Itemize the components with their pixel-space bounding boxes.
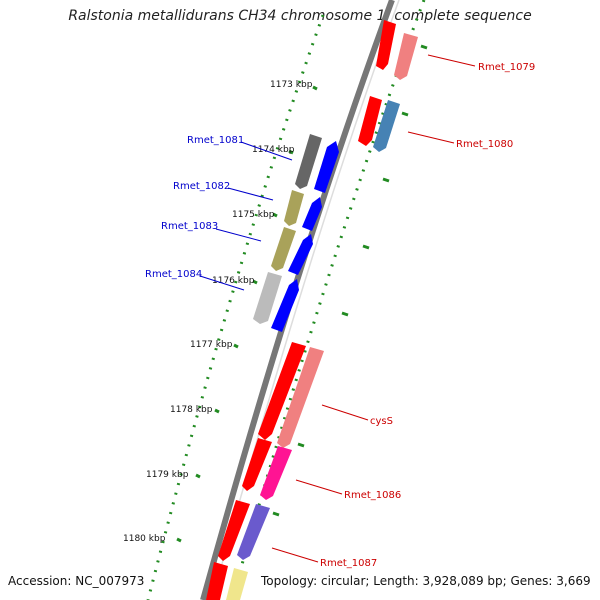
gene-blocks-right bbox=[226, 33, 418, 600]
kbp-label: 1173 kbp bbox=[270, 80, 313, 90]
chromosome-backbone bbox=[200, 0, 395, 600]
right-leaders bbox=[271, 54, 476, 563]
kbp-tick bbox=[195, 473, 201, 479]
gene-block-rmet-1087 bbox=[237, 504, 270, 560]
gene-label-rmet-1081: Rmet_1081 bbox=[187, 135, 244, 146]
strand-arrow-blue bbox=[314, 141, 339, 193]
kbp-tick bbox=[288, 149, 294, 155]
gene-block-red bbox=[358, 96, 382, 146]
kbp-tick bbox=[312, 85, 318, 91]
kbp-label: 1180 kbp bbox=[123, 534, 166, 544]
gene-label-rmet-1086: Rmet_1086 bbox=[344, 490, 401, 501]
left-leaders bbox=[199, 141, 293, 291]
gene-block-red bbox=[258, 342, 306, 440]
accession-label: Accession: NC_007973 bbox=[8, 574, 145, 588]
genome-summary: Topology: circular; Length: 3,928,089 bp… bbox=[261, 574, 591, 588]
gene-block-red bbox=[242, 438, 272, 491]
gene-block-rmet-1086 bbox=[260, 446, 292, 500]
strand-arrow-blue bbox=[302, 197, 322, 231]
gene-label-rmet-1084: Rmet_1084 bbox=[145, 269, 202, 280]
gene-label-rmet-1079: Rmet_1079 bbox=[478, 62, 535, 73]
gene-block-rmet-1081 bbox=[295, 134, 322, 189]
gene-block-rmet-1080 bbox=[373, 100, 400, 152]
gene-block-red bbox=[376, 20, 396, 70]
gene-block-cyss bbox=[277, 347, 324, 448]
outer-tick-track bbox=[230, 0, 426, 600]
kbp-label: 1174 kbp bbox=[252, 145, 295, 155]
gene-label-rmet-1087: Rmet_1087 bbox=[320, 558, 377, 569]
gene-block-red bbox=[218, 500, 250, 561]
gene-block-yellow bbox=[226, 568, 248, 600]
kbp-tick bbox=[233, 343, 239, 349]
strand-arrow-blue bbox=[271, 279, 299, 332]
kbp-scale: 1173 kbp 1174 kbp 1175 kbp 1176 kbp 1177… bbox=[123, 80, 318, 544]
gene-block-rmet-1079 bbox=[394, 33, 418, 80]
gene-block-rmet-1082 bbox=[284, 190, 304, 226]
kbp-tick bbox=[272, 212, 278, 218]
gene-blocks-left bbox=[253, 134, 339, 332]
kbp-label: 1176 kbp bbox=[212, 276, 255, 286]
forward-strand-genes bbox=[206, 20, 396, 600]
gene-label-cyss: cysS bbox=[370, 416, 393, 427]
outer-ticks bbox=[272, 44, 428, 517]
gene-block-red bbox=[206, 562, 228, 600]
kbp-tick bbox=[214, 408, 220, 414]
strand-arrow-blue bbox=[288, 234, 313, 275]
kbp-label: 1178 kbp bbox=[170, 405, 213, 415]
gene-label-rmet-1082: Rmet_1082 bbox=[173, 181, 230, 192]
kbp-label: 1175 kbp bbox=[232, 210, 275, 220]
kbp-tick bbox=[176, 537, 182, 543]
kbp-label: 1179 kbp bbox=[146, 470, 189, 480]
gene-label-rmet-1080: Rmet_1080 bbox=[456, 139, 513, 150]
kbp-tick bbox=[252, 279, 258, 285]
gene-label-rmet-1083: Rmet_1083 bbox=[161, 221, 218, 232]
gene-block-rmet-1084 bbox=[253, 272, 282, 324]
gene-block-rmet-1083 bbox=[271, 227, 296, 271]
kbp-label: 1177 kbp bbox=[190, 340, 233, 350]
